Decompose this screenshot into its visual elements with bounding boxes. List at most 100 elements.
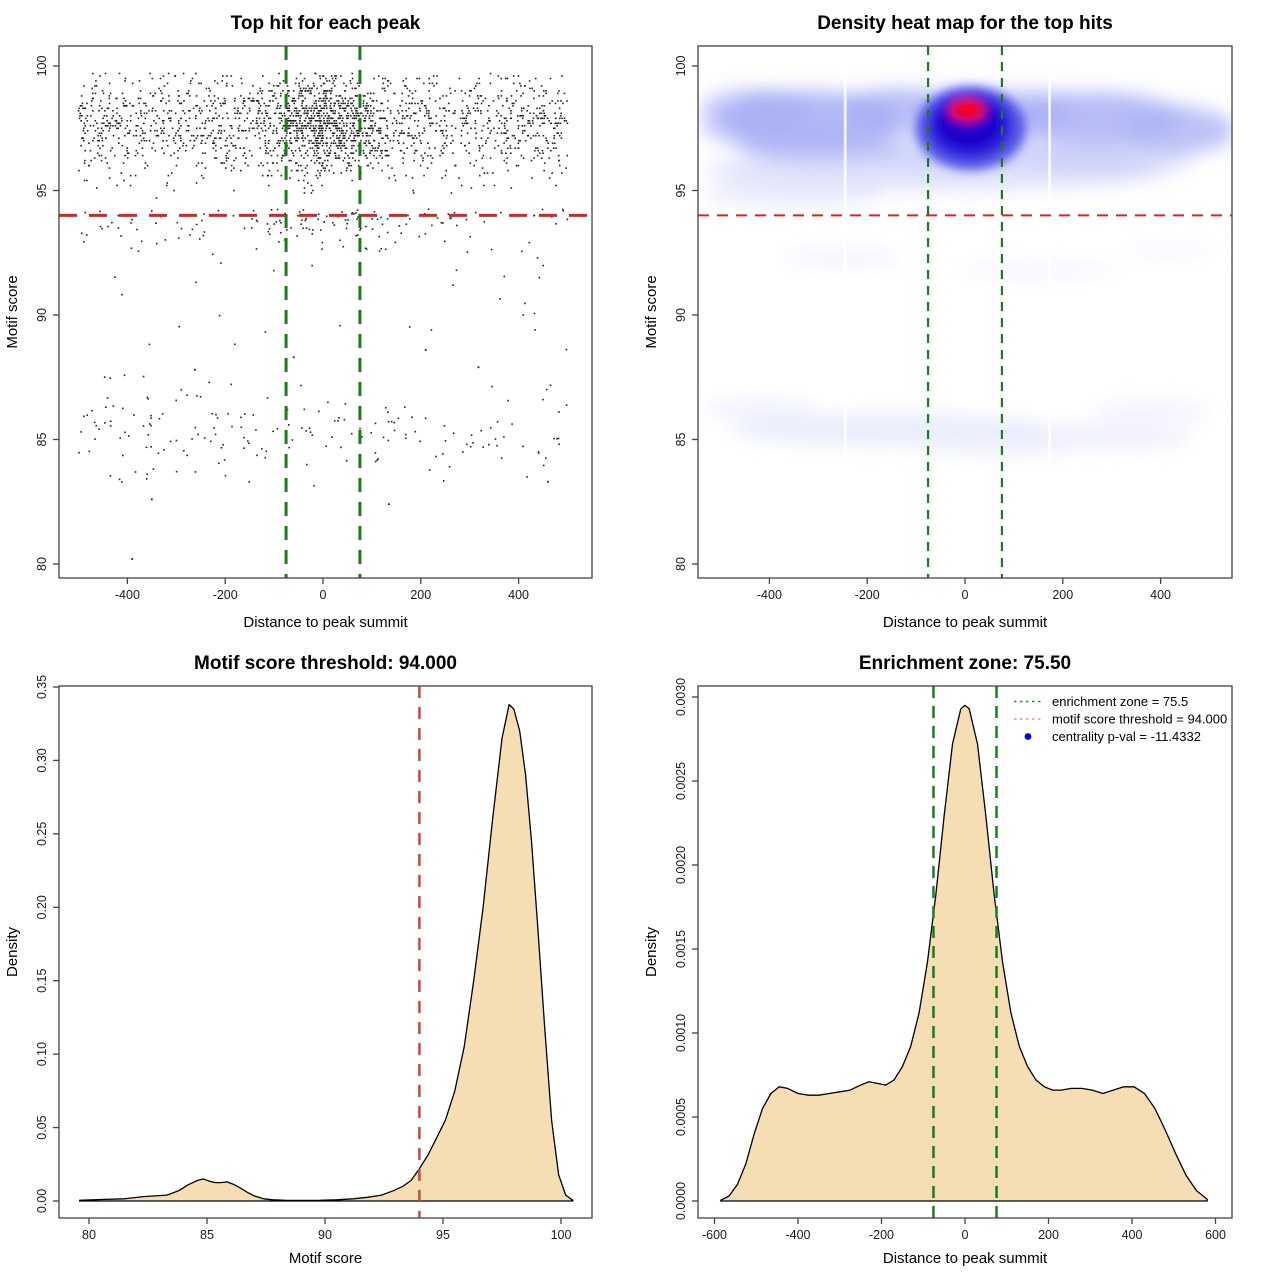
scatter-point: [301, 219, 303, 222]
scatter-point: [375, 157, 378, 159]
scatter-point: [384, 248, 387, 251]
scatter-point: [156, 129, 158, 132]
scatter-point: [304, 112, 306, 115]
scatter-point: [391, 167, 393, 169]
scatter-point: [264, 125, 267, 127]
scatter-point: [379, 149, 382, 152]
scatter-point: [522, 117, 524, 120]
scatter-point: [525, 139, 527, 142]
scatter-point: [323, 122, 325, 125]
scatter-point: [506, 137, 508, 139]
scatter-point: [331, 122, 334, 125]
scatter-point: [353, 137, 355, 139]
scatter-point: [259, 90, 262, 92]
y-tick-label: 0.00: [35, 1189, 49, 1213]
scatter-point: [495, 110, 498, 112]
x-tick-label: 80: [82, 1228, 96, 1242]
scatter-point: [297, 97, 300, 100]
scatter-point: [238, 117, 240, 120]
scatter-point: [401, 117, 404, 120]
scatter-point: [354, 139, 357, 142]
scatter-point: [368, 152, 371, 154]
scatter-point: [321, 144, 324, 147]
scatter-point: [301, 132, 303, 134]
scatter-point: [445, 110, 447, 112]
scatter-point: [331, 77, 334, 80]
scatter-point: [109, 475, 112, 477]
scatter-point: [323, 117, 325, 120]
scatter-point: [108, 167, 111, 169]
scatter-point: [313, 154, 315, 157]
scatter-point: [369, 142, 371, 144]
scatter-point: [378, 127, 380, 130]
scatter-point: [322, 92, 325, 95]
scatter-point: [389, 110, 392, 112]
scatter-point: [469, 445, 472, 448]
scatter-point: [263, 120, 265, 122]
scatter-point: [150, 417, 152, 419]
scatter-point: [90, 100, 93, 102]
scatter-point: [79, 105, 82, 107]
y-axis-label: Density: [643, 926, 660, 977]
scatter-point: [345, 460, 348, 462]
scatter-point: [475, 159, 477, 162]
scatter-point: [382, 82, 384, 85]
scatter-point: [280, 117, 282, 120]
scatter-point: [301, 427, 303, 429]
scatter-point: [243, 152, 246, 154]
scatter-point: [423, 82, 425, 85]
scatter-point: [336, 134, 338, 137]
scatter-point: [315, 142, 318, 144]
scatter-point: [257, 100, 260, 102]
scatter-point: [357, 112, 359, 115]
scatter-point: [259, 87, 262, 90]
scatter-point: [456, 224, 458, 227]
scatter-point: [335, 144, 338, 147]
scatter-point: [494, 438, 497, 440]
scatter-point: [280, 92, 282, 95]
scatter-point: [120, 172, 123, 174]
scatter-point: [318, 132, 320, 134]
scatter-point: [261, 90, 264, 92]
scatter-point: [368, 117, 371, 120]
scatter-point: [372, 167, 374, 169]
scatter-point: [105, 125, 107, 127]
scatter-point: [357, 144, 360, 147]
scatter-point: [424, 233, 427, 235]
scatter-point: [397, 110, 399, 112]
scatter-point: [303, 112, 305, 115]
scatter-point: [321, 162, 324, 164]
scatter-point: [99, 134, 102, 137]
scatter-point: [357, 132, 360, 134]
scatter-point: [179, 147, 181, 149]
scatter-point: [460, 142, 462, 144]
scatter-point: [155, 197, 158, 199]
x-tick-label: 0: [962, 588, 969, 602]
x-tick-label: 400: [1150, 588, 1171, 602]
scatter-point: [311, 434, 314, 436]
scatter-point: [378, 142, 380, 144]
scatter-point: [322, 167, 325, 169]
scatter-point: [212, 139, 215, 142]
scatter-point: [398, 134, 400, 137]
scatter-point: [273, 112, 276, 115]
scatter-point: [174, 75, 177, 77]
scatter-point: [328, 115, 330, 117]
scatter-point: [454, 112, 456, 115]
scatter-point: [427, 115, 430, 117]
scatter-point: [408, 326, 411, 328]
scatter-point: [366, 132, 368, 134]
scatter-point: [337, 117, 340, 120]
scatter-point: [381, 77, 384, 80]
scatter-point: [300, 154, 303, 157]
scatter-point: [238, 125, 241, 127]
scatter-point: [415, 149, 418, 152]
scatter-point: [80, 431, 82, 433]
scatter-point: [402, 132, 404, 134]
scatter-point: [308, 142, 310, 144]
scatter-point: [452, 112, 455, 115]
scatter-point: [351, 87, 354, 90]
scatter-point: [378, 144, 380, 147]
scatter-point: [214, 137, 216, 139]
scatter-point: [527, 122, 529, 125]
